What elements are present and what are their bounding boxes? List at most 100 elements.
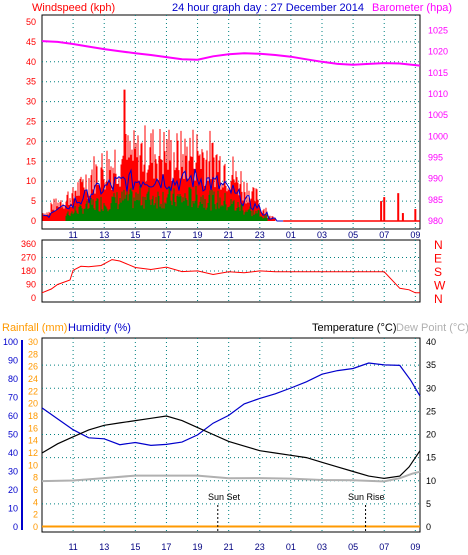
wind-bars [42, 89, 420, 222]
humidity-label: Humidity (%) [68, 322, 131, 334]
rain-tick-label: 30 [28, 337, 38, 347]
direction-series [41, 259, 420, 294]
x-tick-label: 15 [130, 230, 140, 240]
temperature-tick-label: 30 [426, 383, 436, 393]
wind-tick-label: 5 [31, 196, 36, 206]
x-tick-label: 01 [286, 542, 296, 552]
compass-label: S [434, 265, 442, 279]
wind-tick-label: 45 [26, 37, 36, 47]
rain-tick-label: 24 [28, 374, 38, 384]
x-tick-label: 05 [348, 230, 358, 240]
direction-line [41, 259, 420, 294]
rain-tick-label: 0 [33, 522, 38, 532]
dewpoint-label: Dew Point (°C) [396, 322, 468, 334]
rain-tick-label: 2 [33, 510, 38, 520]
barometer-tick-label: 1015 [428, 68, 448, 78]
rain-tick-label: 14 [28, 436, 38, 446]
barometer-tick-label: 1020 [428, 47, 448, 57]
barometer-tick-label: 990 [428, 174, 443, 184]
x-tick-label: 01 [286, 230, 296, 240]
direction-tick-label: 90 [26, 280, 36, 290]
wind-average-line [42, 168, 283, 222]
wind-tick-label: 25 [26, 117, 36, 127]
wind-tick-label: 35 [26, 77, 36, 87]
x-tick-label: 11 [68, 230, 77, 240]
barometer-line [41, 40, 421, 67]
rain-tick-label: 28 [28, 349, 38, 359]
barometer-tick-label: 1010 [428, 89, 448, 99]
rainfall-label: Rainfall (mm) [2, 322, 67, 334]
rain-tick-label: 16 [28, 423, 38, 433]
x-tick-label: 03 [317, 542, 327, 552]
axes: 0510152025303540455098098599099510001005… [3, 17, 448, 552]
barometer-tick-label: 980 [428, 216, 443, 226]
direction-tick-label: 0 [31, 293, 36, 303]
compass-label: N [434, 292, 443, 306]
wind-tick-label: 15 [26, 156, 36, 166]
x-tick-label: 03 [317, 230, 327, 240]
humidity-tick-label: 100 [3, 337, 18, 347]
barometer-tick-label: 1000 [428, 131, 448, 141]
rain-tick-label: 18 [28, 411, 38, 421]
x-tick-label: 05 [348, 542, 358, 552]
x-tick-label: 21 [224, 542, 234, 552]
humidity-tick-label: 10 [8, 504, 18, 514]
temperature-lines [41, 362, 421, 532]
x-tick-label: 09 [410, 542, 420, 552]
compass-label: N [434, 238, 443, 252]
temperature-tick-label: 40 [426, 337, 436, 347]
x-tick-label: 11 [68, 542, 77, 552]
humidity-tick-label: 60 [8, 411, 18, 421]
wind-tick-label: 50 [26, 17, 36, 27]
humidity-tick-label: 90 [8, 356, 18, 366]
x-tick-label: 23 [255, 542, 265, 552]
dewpoint-series [41, 470, 421, 483]
wind-tick-label: 40 [26, 57, 36, 67]
rain-tick-label: 4 [33, 497, 38, 507]
rain-tick-label: 20 [28, 399, 38, 409]
barometer-tick-label: 1005 [428, 110, 448, 120]
sunset-label: Sun Set [208, 492, 241, 502]
chart-title: 24 hour graph day : 27 December 2014 [172, 2, 364, 14]
barometer-tick-label: 985 [428, 195, 443, 205]
humidity-series [41, 362, 421, 447]
direction-tick-label: 270 [21, 253, 36, 263]
temperature-panel [41, 337, 421, 533]
rain-tick-label: 6 [33, 485, 38, 495]
humidity-tick-label: 30 [8, 467, 18, 477]
barometer-label: Barometer (hpa) [372, 2, 452, 14]
barometer-tick-label: 995 [428, 152, 443, 162]
x-tick-label: 09 [410, 230, 420, 240]
temperature-tick-label: 20 [426, 430, 436, 440]
wind-tick-label: 20 [26, 136, 36, 146]
sunrise-label: Sun Rise [348, 492, 385, 502]
barometer-series [41, 40, 421, 67]
humidity-tick-label: 20 [8, 485, 18, 495]
humidity-tick-label: 50 [8, 430, 18, 440]
x-tick-label: 21 [224, 230, 234, 240]
temperature-tick-label: 10 [426, 476, 436, 486]
x-tick-label: 19 [193, 542, 203, 552]
direction-tick-label: 360 [21, 239, 36, 249]
rain-tick-label: 10 [28, 460, 38, 470]
humidity-tick-label: 40 [8, 448, 18, 458]
temperature-series [41, 415, 421, 480]
barometer-tick-label: 1025 [428, 25, 448, 35]
direction-tick-label: 180 [21, 266, 36, 276]
humidity-tick-label: 80 [8, 374, 18, 384]
x-tick-label: 19 [193, 230, 203, 240]
humidity-tick-label: 0 [13, 522, 18, 532]
wind-tick-label: 30 [26, 97, 36, 107]
temperature-tick-label: 15 [426, 453, 436, 463]
humidity-tick-label: 70 [8, 393, 18, 403]
compass-label: W [434, 279, 446, 293]
rain-tick-label: 8 [33, 473, 38, 483]
direction-panel [41, 239, 421, 303]
x-tick-label: 23 [255, 230, 265, 240]
x-tick-label: 17 [161, 542, 171, 552]
x-tick-label: 07 [379, 230, 389, 240]
x-tick-label: 13 [99, 542, 109, 552]
rain-tick-label: 26 [28, 362, 38, 372]
temperature-tick-label: 5 [426, 499, 431, 509]
